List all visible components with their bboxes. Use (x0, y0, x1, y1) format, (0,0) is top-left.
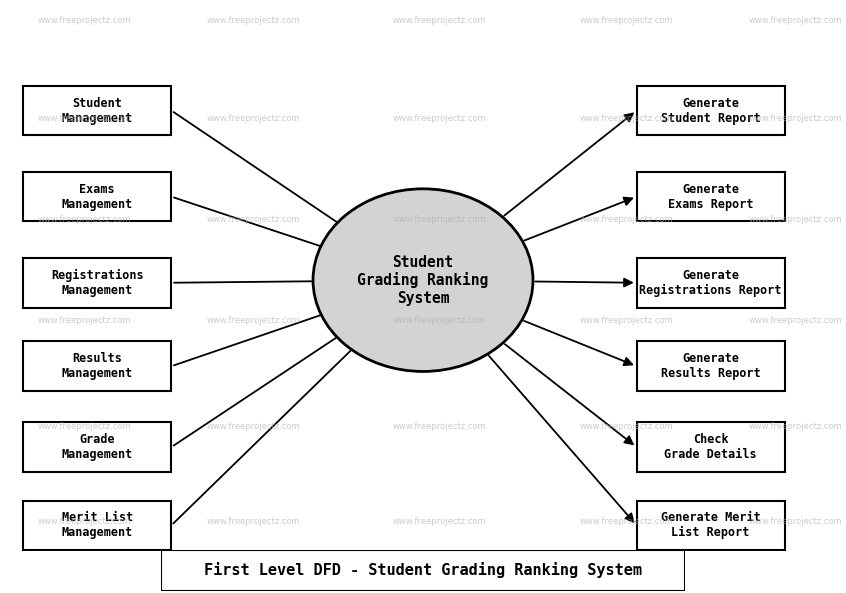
Text: www.freeprojectz.com: www.freeprojectz.com (207, 16, 300, 25)
Text: www.freeprojectz.com: www.freeprojectz.com (580, 422, 673, 432)
Text: www.freeprojectz.com: www.freeprojectz.com (749, 114, 842, 123)
Text: www.freeprojectz.com: www.freeprojectz.com (38, 16, 131, 25)
Bar (636, 86, 784, 135)
Text: www.freeprojectz.com: www.freeprojectz.com (207, 215, 300, 224)
Text: www.freeprojectz.com: www.freeprojectz.com (38, 517, 131, 527)
Text: www.freeprojectz.com: www.freeprojectz.com (38, 422, 131, 432)
Text: www.freeprojectz.com: www.freeprojectz.com (749, 315, 842, 325)
Bar (24, 258, 171, 308)
Text: www.freeprojectz.com: www.freeprojectz.com (38, 114, 131, 123)
Text: www.freeprojectz.com: www.freeprojectz.com (207, 114, 300, 123)
Bar (24, 86, 171, 135)
Text: Generate
Exams Report: Generate Exams Report (667, 183, 754, 211)
Text: Registrations
Management: Registrations Management (51, 269, 144, 296)
Bar (636, 500, 784, 550)
Text: Results
Management: Results Management (62, 352, 133, 380)
Text: www.freeprojectz.com: www.freeprojectz.com (393, 422, 486, 432)
Text: www.freeprojectz.com: www.freeprojectz.com (393, 215, 486, 224)
Text: www.freeprojectz.com: www.freeprojectz.com (393, 16, 486, 25)
Bar (24, 172, 171, 221)
Text: Exams
Management: Exams Management (62, 183, 133, 211)
Text: First Level DFD - Student Grading Ranking System: First Level DFD - Student Grading Rankin… (204, 563, 642, 578)
Bar (636, 342, 784, 391)
Bar (636, 172, 784, 221)
Text: www.freeprojectz.com: www.freeprojectz.com (580, 315, 673, 325)
Bar (24, 422, 171, 472)
Text: www.freeprojectz.com: www.freeprojectz.com (207, 315, 300, 325)
Text: www.freeprojectz.com: www.freeprojectz.com (580, 215, 673, 224)
Text: www.freeprojectz.com: www.freeprojectz.com (207, 422, 300, 432)
Ellipse shape (313, 189, 533, 371)
Bar (636, 258, 784, 308)
Text: www.freeprojectz.com: www.freeprojectz.com (749, 422, 842, 432)
Text: www.freeprojectz.com: www.freeprojectz.com (393, 517, 486, 527)
Text: Student
Management: Student Management (62, 97, 133, 125)
Text: www.freeprojectz.com: www.freeprojectz.com (749, 517, 842, 527)
Text: www.freeprojectz.com: www.freeprojectz.com (207, 517, 300, 527)
Text: Grade
Management: Grade Management (62, 433, 133, 461)
Text: www.freeprojectz.com: www.freeprojectz.com (580, 517, 673, 527)
Bar (636, 422, 784, 472)
Text: Generate Merit
List Report: Generate Merit List Report (661, 511, 761, 540)
Text: www.freeprojectz.com: www.freeprojectz.com (580, 16, 673, 25)
Text: www.freeprojectz.com: www.freeprojectz.com (393, 315, 486, 325)
Text: Merit List
Management: Merit List Management (62, 511, 133, 540)
Text: Student
Grading Ranking
System: Student Grading Ranking System (357, 254, 489, 305)
Text: www.freeprojectz.com: www.freeprojectz.com (38, 215, 131, 224)
Text: www.freeprojectz.com: www.freeprojectz.com (393, 114, 486, 123)
Text: www.freeprojectz.com: www.freeprojectz.com (749, 215, 842, 224)
Bar (24, 342, 171, 391)
Text: Generate
Results Report: Generate Results Report (661, 352, 761, 380)
Text: Generate
Student Report: Generate Student Report (661, 97, 761, 125)
Bar (24, 500, 171, 550)
Text: www.freeprojectz.com: www.freeprojectz.com (580, 114, 673, 123)
Text: www.freeprojectz.com: www.freeprojectz.com (749, 16, 842, 25)
Text: www.freeprojectz.com: www.freeprojectz.com (38, 315, 131, 325)
Text: Check
Grade Details: Check Grade Details (664, 433, 757, 461)
Text: Generate
Registrations Report: Generate Registrations Report (640, 269, 782, 297)
